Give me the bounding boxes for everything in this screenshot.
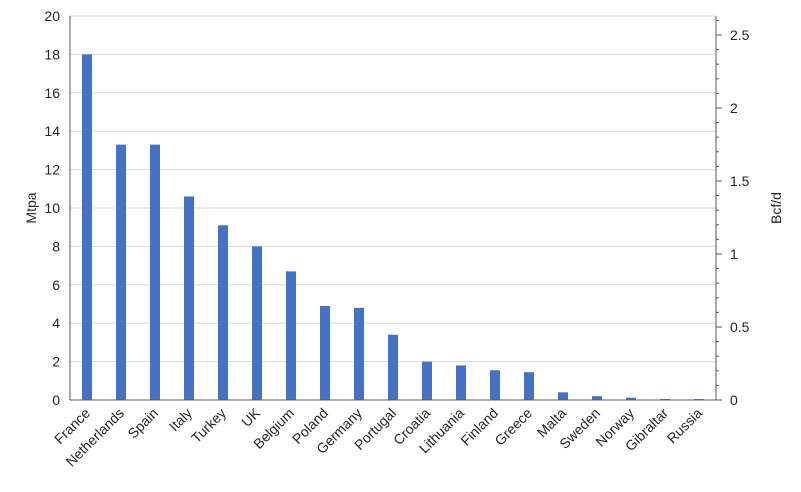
left-tick-label: 8 bbox=[52, 238, 60, 254]
right-axis-ticks: 0 0.5 1 1.5 2 2.5 bbox=[716, 19, 750, 408]
left-tick-label: 18 bbox=[44, 46, 60, 62]
left-tick-label: 14 bbox=[44, 123, 60, 139]
bar-belgium bbox=[286, 271, 296, 400]
axes bbox=[69, 16, 717, 401]
left-tick-label: 12 bbox=[44, 162, 60, 178]
x-tick-label: Greece bbox=[491, 405, 535, 449]
bar-turkey bbox=[218, 225, 228, 400]
x-tick-label: Turkey bbox=[188, 405, 229, 446]
x-tick-label: UK bbox=[238, 404, 264, 430]
bar-uk bbox=[252, 246, 262, 400]
bar-spain bbox=[150, 144, 160, 400]
bar-sweden bbox=[592, 396, 602, 400]
left-tick-label: 2 bbox=[52, 354, 60, 370]
left-tick-label: 0 bbox=[52, 392, 60, 408]
right-tick-label: 0 bbox=[730, 392, 738, 408]
gridlines bbox=[70, 15, 716, 363]
bar-finland bbox=[490, 370, 500, 400]
bar-france bbox=[82, 54, 92, 401]
bar-norway bbox=[626, 397, 636, 400]
right-axis-title: Bcf/d bbox=[768, 192, 784, 224]
bar-germany bbox=[354, 307, 364, 400]
left-tick-label: 4 bbox=[52, 315, 60, 331]
bars bbox=[82, 54, 704, 401]
bar-lithuania bbox=[456, 365, 466, 400]
right-tick-label: 2.5 bbox=[730, 27, 750, 43]
bar-netherlands bbox=[116, 144, 126, 400]
right-tick-label: 0.5 bbox=[730, 319, 750, 335]
left-tick-label: 16 bbox=[44, 85, 60, 101]
right-tick-label: 2 bbox=[730, 100, 738, 116]
left-axis-title: Mtpa bbox=[23, 192, 39, 223]
left-tick-label: 20 bbox=[44, 8, 60, 24]
x-tick-label: Russia bbox=[664, 405, 706, 447]
right-tick-label: 1 bbox=[730, 246, 738, 262]
bar-portugal bbox=[388, 334, 398, 400]
right-tick-label: 1.5 bbox=[730, 173, 750, 189]
bar-italy bbox=[184, 196, 194, 400]
left-tick-label: 10 bbox=[44, 200, 60, 216]
bar-greece bbox=[524, 372, 534, 400]
bar-malta bbox=[558, 392, 568, 400]
left-tick-label: 6 bbox=[52, 277, 60, 293]
x-tick-label: Finland bbox=[457, 405, 501, 449]
left-axis-ticks: 0 2 4 6 8 10 12 14 16 18 20 bbox=[44, 8, 60, 408]
x-tick-label: Spain bbox=[124, 405, 161, 442]
x-tick-label: Italy bbox=[166, 405, 195, 434]
bar-poland bbox=[320, 305, 330, 400]
bar-croatia bbox=[422, 361, 432, 400]
